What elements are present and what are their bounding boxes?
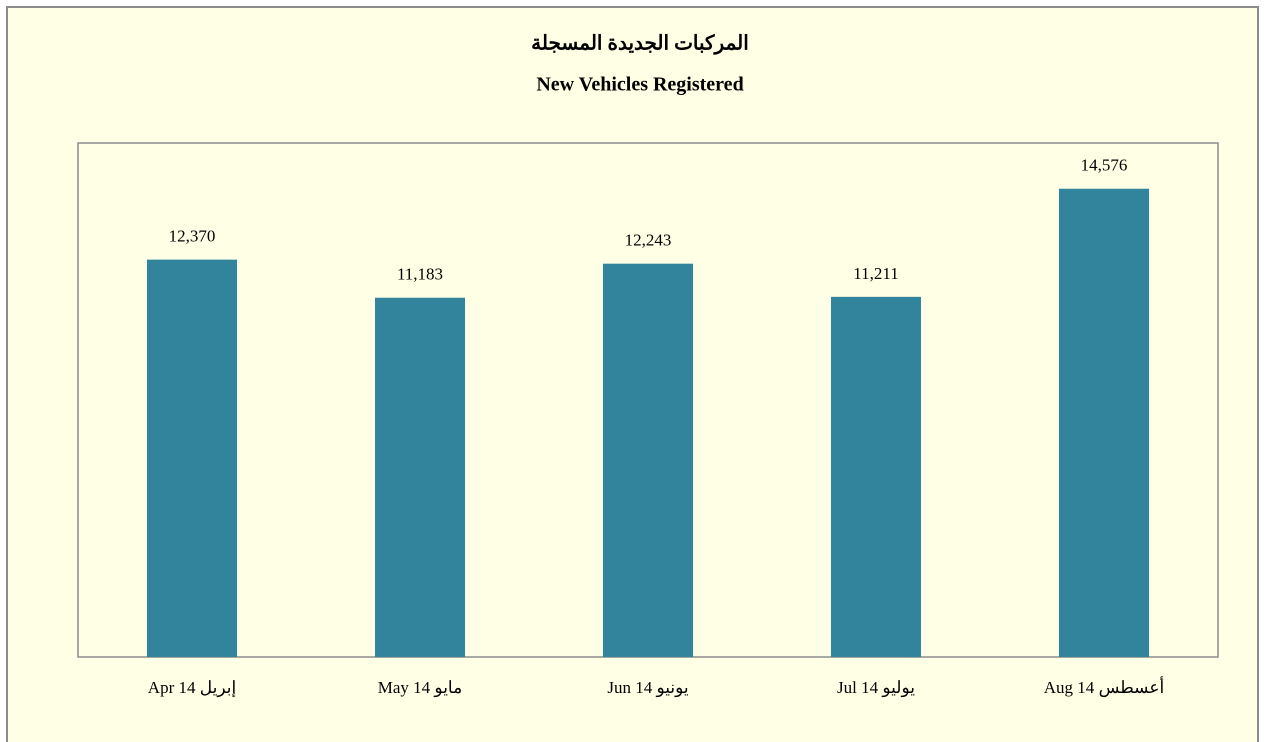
- bar: [831, 296, 921, 657]
- data-label: 12,243: [625, 231, 672, 250]
- bar: [603, 263, 693, 657]
- x-tick-label: Aug 14 أعسطس: [1044, 676, 1164, 698]
- x-tick-label: Apr 14 إبريل: [148, 678, 236, 698]
- data-label: 11,211: [853, 264, 899, 283]
- x-tick-label: Jul 14 يوليو: [837, 678, 915, 698]
- bar: [147, 259, 237, 657]
- x-tick-label: Jun 14 يونيو: [607, 678, 689, 698]
- bar: [375, 297, 465, 657]
- data-label: 12,370: [169, 227, 216, 246]
- bar: [1059, 188, 1149, 657]
- chart-subtitle: New Vehicles Registered: [536, 74, 743, 96]
- chart-title: المركبات الجديدة المسجلة: [531, 33, 749, 56]
- data-label: 14,576: [1081, 156, 1128, 175]
- x-tick-label: May 14 مايو: [378, 678, 462, 698]
- data-label: 11,183: [397, 265, 443, 284]
